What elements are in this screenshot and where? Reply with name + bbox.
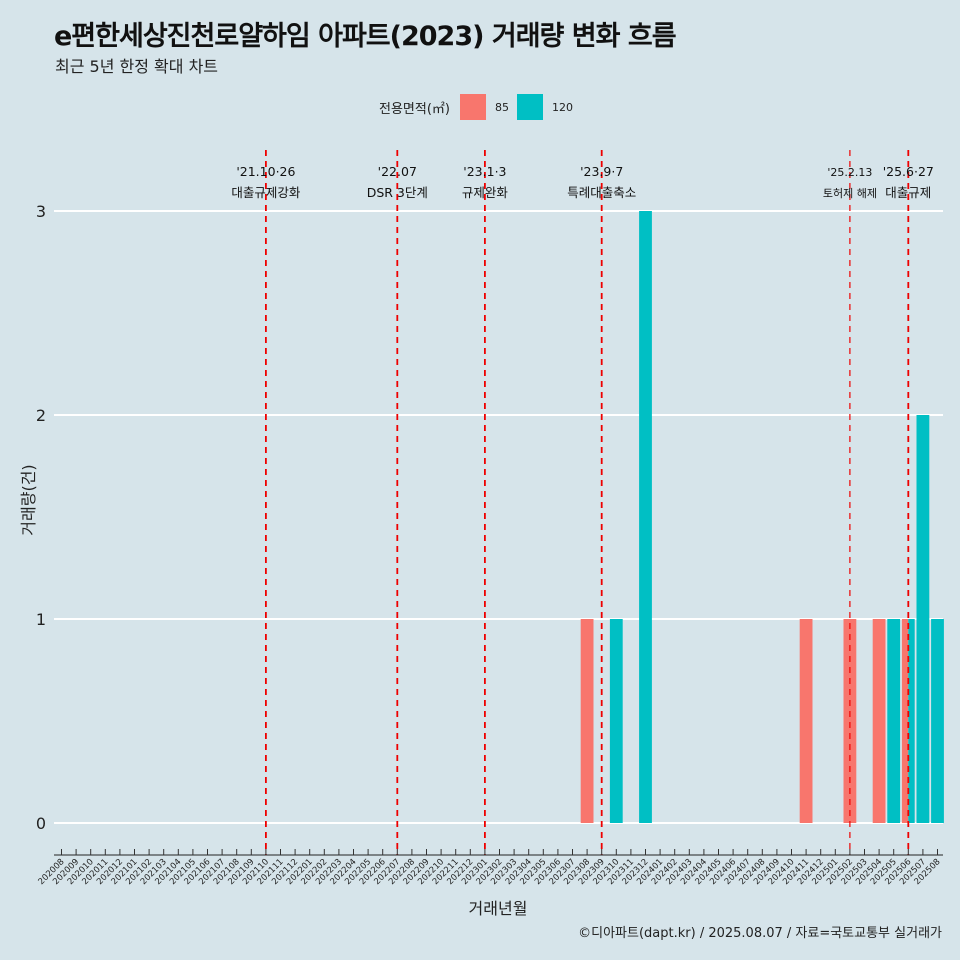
legend-title: 전용면적(㎡): [379, 101, 450, 117]
annotation-label-202506: 대출규제: [885, 185, 931, 200]
annotation-date-202309: '23.9·7: [580, 164, 623, 179]
bar-85-202502: [843, 619, 857, 823]
legend-swatch-120: [516, 94, 543, 120]
bar-85-202411: [799, 619, 813, 823]
annotation-date-202110: '21.10·26: [236, 164, 295, 179]
y-axis-title: 거래량(건): [19, 464, 38, 535]
legend-label-85: 85: [494, 100, 509, 114]
bar-120-202312: [639, 211, 652, 823]
bar-120-202507: [916, 415, 930, 823]
annotation-date-202207: '22.07: [378, 164, 417, 179]
annotation-date-202301: '23.1·3: [463, 164, 506, 179]
annotation-date-202506: '25.6·27: [883, 164, 934, 179]
y-tick-label: 0: [36, 814, 46, 833]
annotation-label-202207: DSR 3단계: [367, 185, 428, 200]
y-tick-label: 1: [36, 610, 46, 629]
legend-label-120: 120: [551, 100, 573, 114]
legend-item-120: 120: [516, 94, 573, 120]
chart-title: e편한세상진천로얄하임 아파트(2023) 거래량 변화 흐름: [54, 21, 677, 52]
bar-85-202506: [901, 619, 909, 823]
chart-caption: ©디아파트(dapt.kr) / 2025.08.07 / 자료=국토교통부 실…: [578, 926, 942, 941]
bar-120-202508: [931, 619, 944, 823]
bar-120-202505: [887, 619, 901, 823]
x-axis-title: 거래년월: [469, 899, 528, 918]
annotation-label-202502: 토허제 해제: [823, 186, 877, 200]
bar-85-202504: [872, 619, 886, 823]
annotation-date-202502: '25.2.13: [827, 166, 872, 179]
y-tick-label: 3: [36, 202, 46, 221]
annotation-label-202110: 대출규제강화: [231, 185, 301, 200]
chart-subtitle: 최근 5년 한정 확대 차트: [55, 57, 219, 76]
legend-swatch-85: [459, 94, 486, 120]
annotation-label-202309: 특례대출축소: [567, 185, 636, 200]
y-tick-label: 2: [36, 406, 46, 425]
annotation-label-202301: 규제완화: [462, 185, 509, 200]
legend: 전용면적(㎡) 85 120: [0, 93, 960, 121]
legend-item-85: 85: [459, 94, 509, 120]
bar-85-202308: [580, 619, 594, 823]
bar-120-202506: [908, 619, 915, 823]
bar-120-202310: [609, 619, 623, 823]
